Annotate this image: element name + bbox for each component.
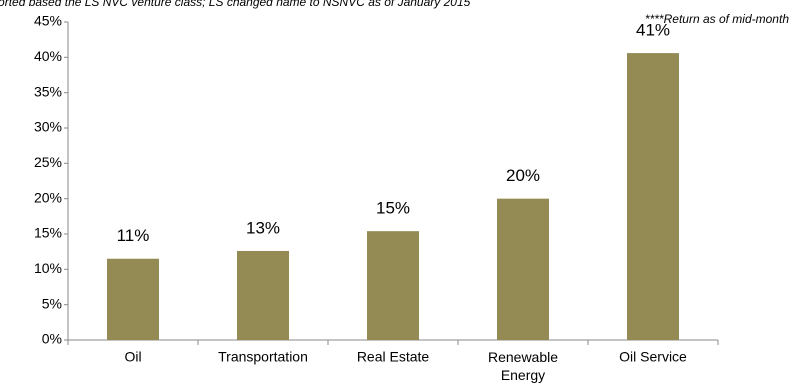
header-note: are reported based the LS NVC venture cl… [0, 0, 471, 9]
x-tick-label: Oil Service [619, 349, 687, 365]
y-tick-label: 0% [42, 331, 62, 347]
y-tick-label: 25% [34, 154, 62, 170]
x-tick-label: Real Estate [357, 349, 430, 365]
bar [107, 258, 159, 340]
y-tick-label: 35% [34, 83, 62, 99]
y-tick-label: 30% [34, 119, 62, 135]
x-tick-label: Transportation [218, 349, 308, 365]
value-label: 11% [117, 226, 150, 245]
bar [497, 198, 549, 340]
y-tick-label: 45% [34, 13, 62, 29]
x-tick-label: Oil [124, 349, 141, 365]
y-tick-label: 5% [42, 295, 62, 311]
y-tick-label: 15% [34, 225, 62, 241]
bar [627, 53, 679, 341]
annotation: ****Return as of mid-month [645, 12, 789, 26]
value-label: 13% [246, 218, 280, 237]
bar [237, 250, 289, 340]
y-tick-label: 10% [34, 260, 62, 276]
y-tick-label: 20% [34, 189, 62, 205]
value-label: 15% [376, 199, 410, 218]
x-tick-label: Renewable Energy [488, 349, 558, 383]
value-label: 41% [636, 21, 670, 40]
bar [367, 231, 419, 340]
value-label: 20% [506, 166, 540, 185]
y-tick-label: 40% [34, 48, 62, 64]
